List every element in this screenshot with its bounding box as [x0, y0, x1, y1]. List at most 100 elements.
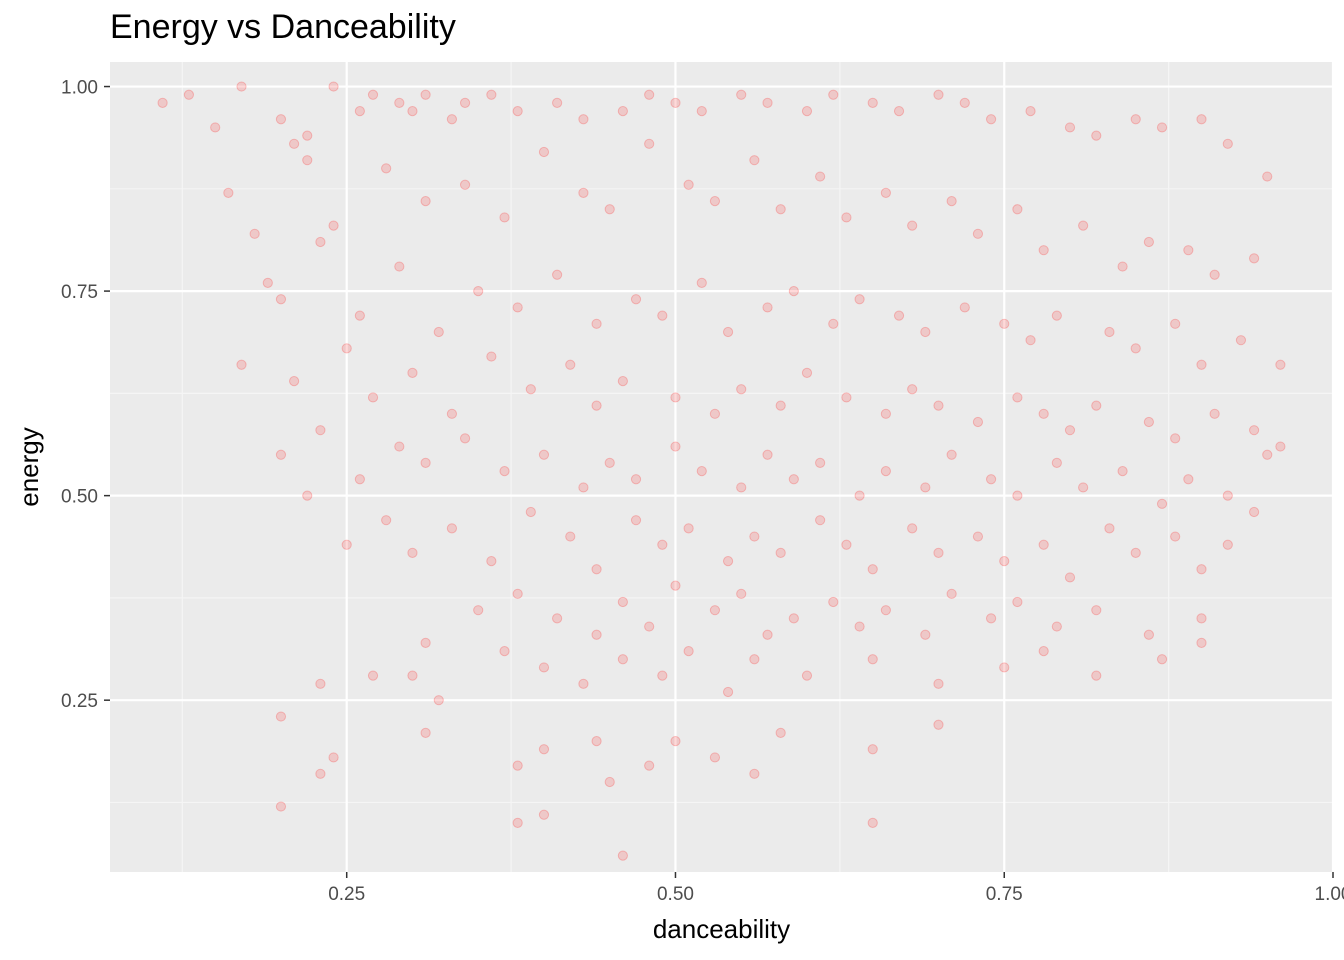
- scatter-point: [749, 531, 760, 542]
- scatter-point: [775, 547, 786, 559]
- scatter-point: [907, 523, 918, 534]
- scatter-point: [933, 719, 944, 730]
- scatter-point: [565, 359, 576, 370]
- scatter-point: [328, 81, 339, 92]
- data-points: [157, 81, 1286, 861]
- scatter-point: [1170, 531, 1181, 542]
- scatter-point: [1104, 523, 1115, 534]
- scatter-point: [709, 752, 721, 763]
- scatter-point: [302, 490, 313, 501]
- scatter-point: [775, 727, 786, 739]
- scatter-point: [841, 539, 852, 550]
- scatter-point: [657, 310, 668, 321]
- y-tick-label: 0.50: [61, 487, 98, 508]
- scatter-point: [1156, 498, 1168, 509]
- scatter-point: [617, 654, 628, 665]
- scatter-point: [1170, 433, 1181, 444]
- scatter-point: [604, 776, 615, 788]
- scatter-point: [420, 637, 431, 649]
- scatter-point: [736, 384, 747, 395]
- scatter-point: [933, 678, 944, 689]
- scatter-point: [749, 654, 760, 665]
- scatter-point: [801, 105, 813, 117]
- scatter-point: [552, 269, 563, 280]
- scatter-point: [183, 89, 195, 100]
- scatter-point: [867, 97, 878, 109]
- scatter-point: [275, 801, 287, 812]
- scatter-point: [433, 326, 444, 338]
- scatter-point: [709, 408, 721, 419]
- scatter-point: [920, 482, 931, 493]
- scatter-point: [459, 179, 471, 190]
- scatter-point: [1143, 416, 1154, 428]
- scatter-point: [1262, 171, 1273, 182]
- scatter-point: [302, 130, 313, 141]
- scatter-point: [1078, 220, 1089, 231]
- scatter-point: [670, 580, 681, 591]
- scatter-point: [775, 204, 786, 215]
- scatter-point: [1038, 245, 1049, 256]
- scatter-point: [315, 678, 326, 689]
- scatter-point: [1025, 105, 1036, 117]
- scatter-point: [880, 408, 891, 419]
- scatter-point: [722, 326, 734, 338]
- scatter-point: [1064, 425, 1076, 436]
- scatter-point: [604, 204, 615, 215]
- scatter-point: [1170, 318, 1181, 329]
- scatter-point: [433, 695, 444, 706]
- scatter-point: [328, 220, 339, 231]
- scatter-point: [210, 122, 221, 133]
- scatter-point: [933, 400, 944, 411]
- scatter-point: [736, 588, 747, 599]
- scatter-point: [157, 97, 168, 109]
- scatter-point: [407, 547, 418, 559]
- scatter-point: [972, 531, 984, 542]
- scatter-point: [223, 187, 234, 199]
- scatter-point: [381, 163, 392, 174]
- scatter-point: [1196, 359, 1207, 370]
- scatter-point: [722, 686, 734, 698]
- scatter-point: [512, 817, 523, 829]
- scatter-point: [1196, 564, 1207, 575]
- scatter-point: [736, 89, 747, 100]
- scatter-point: [578, 114, 589, 125]
- scatter-point: [644, 89, 655, 100]
- scatter-point: [578, 187, 589, 199]
- scatter-point: [525, 506, 536, 518]
- scatter-point: [407, 367, 418, 379]
- scatter-point: [486, 89, 497, 100]
- scatter-point: [1143, 629, 1154, 640]
- scatter-point: [512, 302, 523, 313]
- scatter-point: [985, 114, 997, 125]
- scatter-point: [644, 760, 655, 771]
- scatter-point: [1091, 670, 1102, 681]
- scatter-point: [512, 760, 523, 771]
- scatter-point: [538, 809, 550, 820]
- scatter-point: [709, 195, 721, 207]
- scatter-point: [1078, 482, 1089, 493]
- scatter-point: [657, 539, 668, 550]
- scatter-point: [315, 768, 326, 779]
- y-tick-label: 1.00: [61, 78, 98, 99]
- x-axis-title: danceability: [653, 914, 790, 944]
- x-tick-label: 0.50: [657, 884, 694, 905]
- scatter-point: [762, 449, 773, 460]
- scatter-point: [486, 351, 497, 362]
- scatter-point: [788, 474, 799, 485]
- scatter-point: [1209, 269, 1220, 280]
- scatter-point: [907, 220, 918, 231]
- scatter-point: [407, 670, 418, 681]
- scatter-point: [341, 539, 352, 550]
- scatter-point: [591, 735, 602, 747]
- x-tick-label: 0.25: [328, 884, 365, 905]
- scatter-point: [1117, 261, 1128, 272]
- scatter-point: [289, 375, 300, 387]
- scatter-point: [722, 555, 734, 567]
- scatter-point: [1248, 506, 1260, 518]
- scatter-point: [946, 195, 957, 207]
- scatter-point: [972, 416, 984, 428]
- scatter-point: [538, 662, 550, 673]
- scatter-point: [315, 236, 326, 248]
- scatter-point: [459, 433, 471, 444]
